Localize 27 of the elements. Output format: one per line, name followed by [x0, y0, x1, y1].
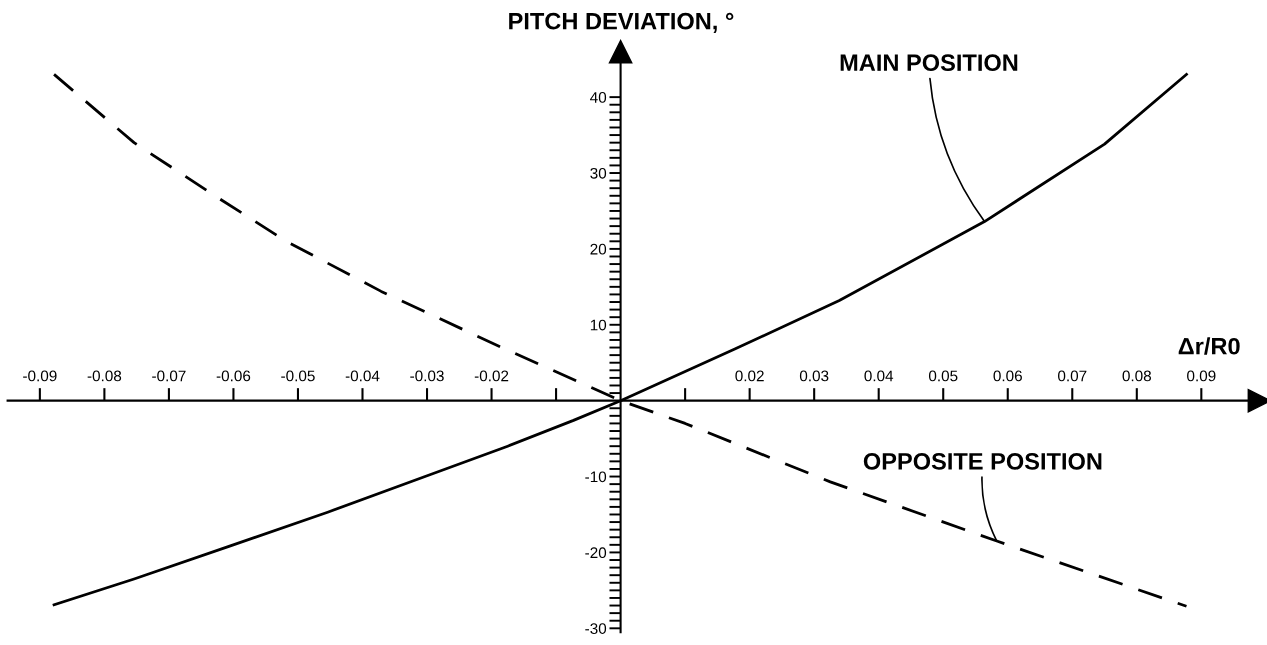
x-tick-label: -0.03: [410, 370, 444, 382]
y-axis-title: PITCH DEVIATION, °: [509, 12, 734, 33]
x-tick-label: -0.02: [474, 370, 509, 382]
x-tick-label: 0.08: [1122, 370, 1151, 382]
y-tick-label: -20: [585, 547, 607, 559]
y-tick-label: 40: [590, 92, 607, 103]
y-tick-label: 30: [590, 167, 607, 179]
y-tick-label: -30: [585, 623, 607, 634]
x-tick-label: -0.06: [216, 370, 251, 382]
x-tick-label: 0.02: [735, 370, 764, 382]
x-tick-label: -0.07: [152, 370, 186, 382]
x-tick-label: -0.04: [345, 370, 380, 382]
annotation: MAIN POSITION: [840, 54, 1018, 72]
x-tick-label: 0.04: [864, 370, 894, 382]
x-tick-label: 0.05: [928, 370, 958, 382]
x-tick-label: 0.07: [1058, 370, 1087, 382]
x-tick-label: -0.05: [281, 370, 315, 382]
annotation: OPPOSITE POSITION: [863, 452, 1102, 470]
y-tick-label: 20: [590, 243, 607, 255]
x-tick-label: -0.08: [87, 370, 122, 382]
x-tick-label: -0.09: [23, 370, 57, 382]
x-axis-title: Δr/R0: [1178, 337, 1240, 355]
y-tick-label: -10: [585, 471, 607, 483]
y-tick-label: 10: [590, 319, 607, 331]
x-tick-label: 0.09: [1187, 370, 1216, 382]
x-tick-label: 0.03: [799, 370, 829, 382]
x-tick-label: 0.06: [993, 370, 1022, 382]
